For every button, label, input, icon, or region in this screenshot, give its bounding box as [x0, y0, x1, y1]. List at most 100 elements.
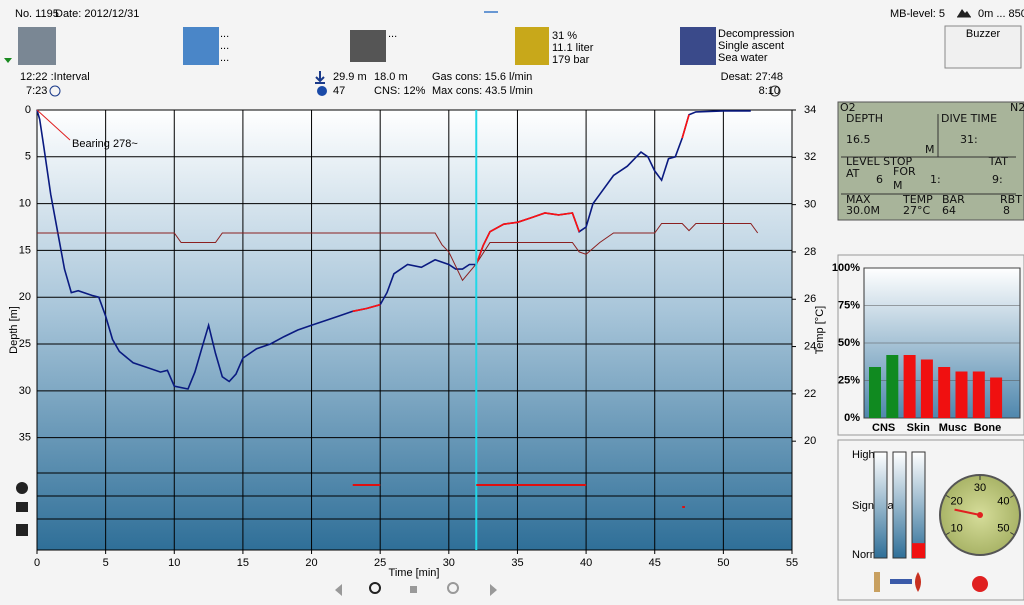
max-consumption: Max cons: 43.5 l/min: [432, 85, 533, 97]
dial-tick-label: 10: [950, 522, 962, 534]
tissue-bar: [903, 355, 916, 418]
cns: CNS: 12%: [374, 85, 426, 97]
gauge-label: High: [852, 449, 875, 461]
lcd-tat-label: TAT: [988, 155, 1009, 168]
y-tick-label: 10: [19, 198, 31, 210]
lcd-stop-unit: M: [893, 179, 903, 192]
lcd-rbt: 8: [1003, 204, 1010, 217]
icon-info: ...: [220, 52, 229, 64]
toolbar: [335, 582, 497, 596]
x-tick-label: 45: [649, 557, 661, 569]
lcd-depth-unit: M: [925, 143, 935, 156]
depth-icon: [315, 71, 325, 84]
ascent-icon: [16, 524, 28, 536]
lcd-bar-label: BAR: [942, 193, 965, 206]
y-tick-label: 25: [19, 338, 31, 350]
x-tick-label: 55: [786, 557, 798, 569]
camera-icon: [350, 30, 386, 62]
desaturation: Desat: 27:48: [721, 71, 783, 83]
stop-button[interactable]: [410, 586, 417, 593]
dial-needle: [954, 508, 981, 516]
y2-tick-label: 26: [804, 293, 816, 305]
dial-tick: [945, 495, 950, 498]
lcd-for: FOR: [893, 165, 916, 178]
dive-type-icon: [680, 27, 716, 65]
dial-tick-label: 40: [997, 495, 1009, 507]
y2-tick-label: 32: [804, 151, 816, 163]
altitude: 0m ... 850m: [978, 8, 1024, 20]
diver-icon: [18, 27, 56, 65]
zoom-out-button[interactable]: [447, 582, 459, 594]
x-tick-label: 10: [168, 557, 180, 569]
avg-depth: 18.0 m: [374, 71, 408, 83]
ascent-warning-line: [475, 212, 580, 265]
lcd-time: 31:: [960, 133, 978, 146]
x-tick-label: 50: [717, 557, 729, 569]
y2-tick-label: 20: [804, 435, 816, 447]
interval: 12:22 :Interval: [20, 71, 90, 83]
y-tick-label: 20: [19, 291, 31, 303]
lcd-bar: 64: [942, 204, 956, 217]
dial-tick-label: 30: [974, 482, 986, 494]
x-tick-label: 40: [580, 557, 592, 569]
temperature-line: [37, 223, 759, 282]
lcd-max: 30.0M: [846, 204, 880, 217]
plot-frame: [36, 109, 793, 551]
dive-number: No. 1195: [15, 8, 59, 20]
y2-tick-label: 30: [804, 199, 816, 211]
lcd-depth-label: DEPTH: [846, 112, 883, 125]
y2-axis-label: Temp [°C]: [814, 306, 826, 354]
dive-computer-display: [837, 101, 1024, 221]
zoom-in-button[interactable]: [369, 582, 381, 594]
icon-info: Sea water: [718, 52, 768, 64]
gauge-level: [912, 543, 925, 558]
tank-icon: [515, 27, 549, 65]
dive-date: Date: 2012/12/31: [55, 8, 139, 20]
lcd-o2: O2: [840, 101, 856, 114]
lcd-temp: 27°C: [903, 204, 930, 217]
icon-info: 179 bar: [552, 54, 590, 66]
lung-icon: [16, 482, 28, 494]
bottom-icons: [874, 572, 988, 592]
y-tick-label: 15: [19, 244, 31, 256]
tissue-bar: [955, 371, 968, 418]
tissue-category: CNS: [872, 422, 895, 434]
event-lanes: [16, 472, 792, 536]
dial-tick: [945, 532, 950, 535]
buzzer-button[interactable]: [944, 25, 1022, 69]
syringe-icon: [890, 579, 912, 584]
y-tick-label: 35: [19, 432, 31, 444]
dropdown-arrow[interactable]: [4, 58, 12, 63]
prev-button[interactable]: [335, 584, 342, 596]
tissue-bar: [920, 359, 933, 418]
tissue-category: Skin: [907, 422, 931, 434]
lcd-depth: 16.5: [846, 133, 871, 146]
icon-info: ...: [388, 28, 397, 40]
ascent-warning-line: [352, 303, 381, 313]
otu-icon: [317, 86, 327, 96]
gauge-tube: [911, 451, 926, 559]
max-depth: 29.9 m: [333, 71, 367, 83]
plane-icon: [769, 85, 781, 97]
icon-info: ...: [220, 40, 229, 52]
lcd-temp-label: TEMP: [902, 193, 933, 206]
gas-consumption: Gas cons: 15.6 l/min: [432, 71, 532, 83]
tissue-tick-label: 100%: [832, 262, 860, 274]
mountain-icon: [957, 9, 971, 17]
icon-info: Single ascent: [718, 40, 784, 52]
next-button[interactable]: [490, 584, 497, 596]
tissue-tick-label: 50%: [838, 337, 860, 349]
lungs-icon: [972, 576, 988, 592]
x-tick-label: 20: [305, 557, 317, 569]
icons: [4, 27, 716, 65]
tissue-bar: [869, 367, 881, 418]
dial-tick-label: 20: [950, 495, 962, 507]
tissue-bar: [886, 355, 899, 418]
tissue-tick-label: 25%: [838, 374, 860, 386]
y-tick-label: 30: [19, 385, 31, 397]
mb-level: MB-level: 5: [890, 8, 945, 20]
x-tick-label: 35: [511, 557, 523, 569]
tissue-bar: [972, 371, 985, 418]
lcd-time-label: DIVE TIME: [941, 112, 997, 125]
